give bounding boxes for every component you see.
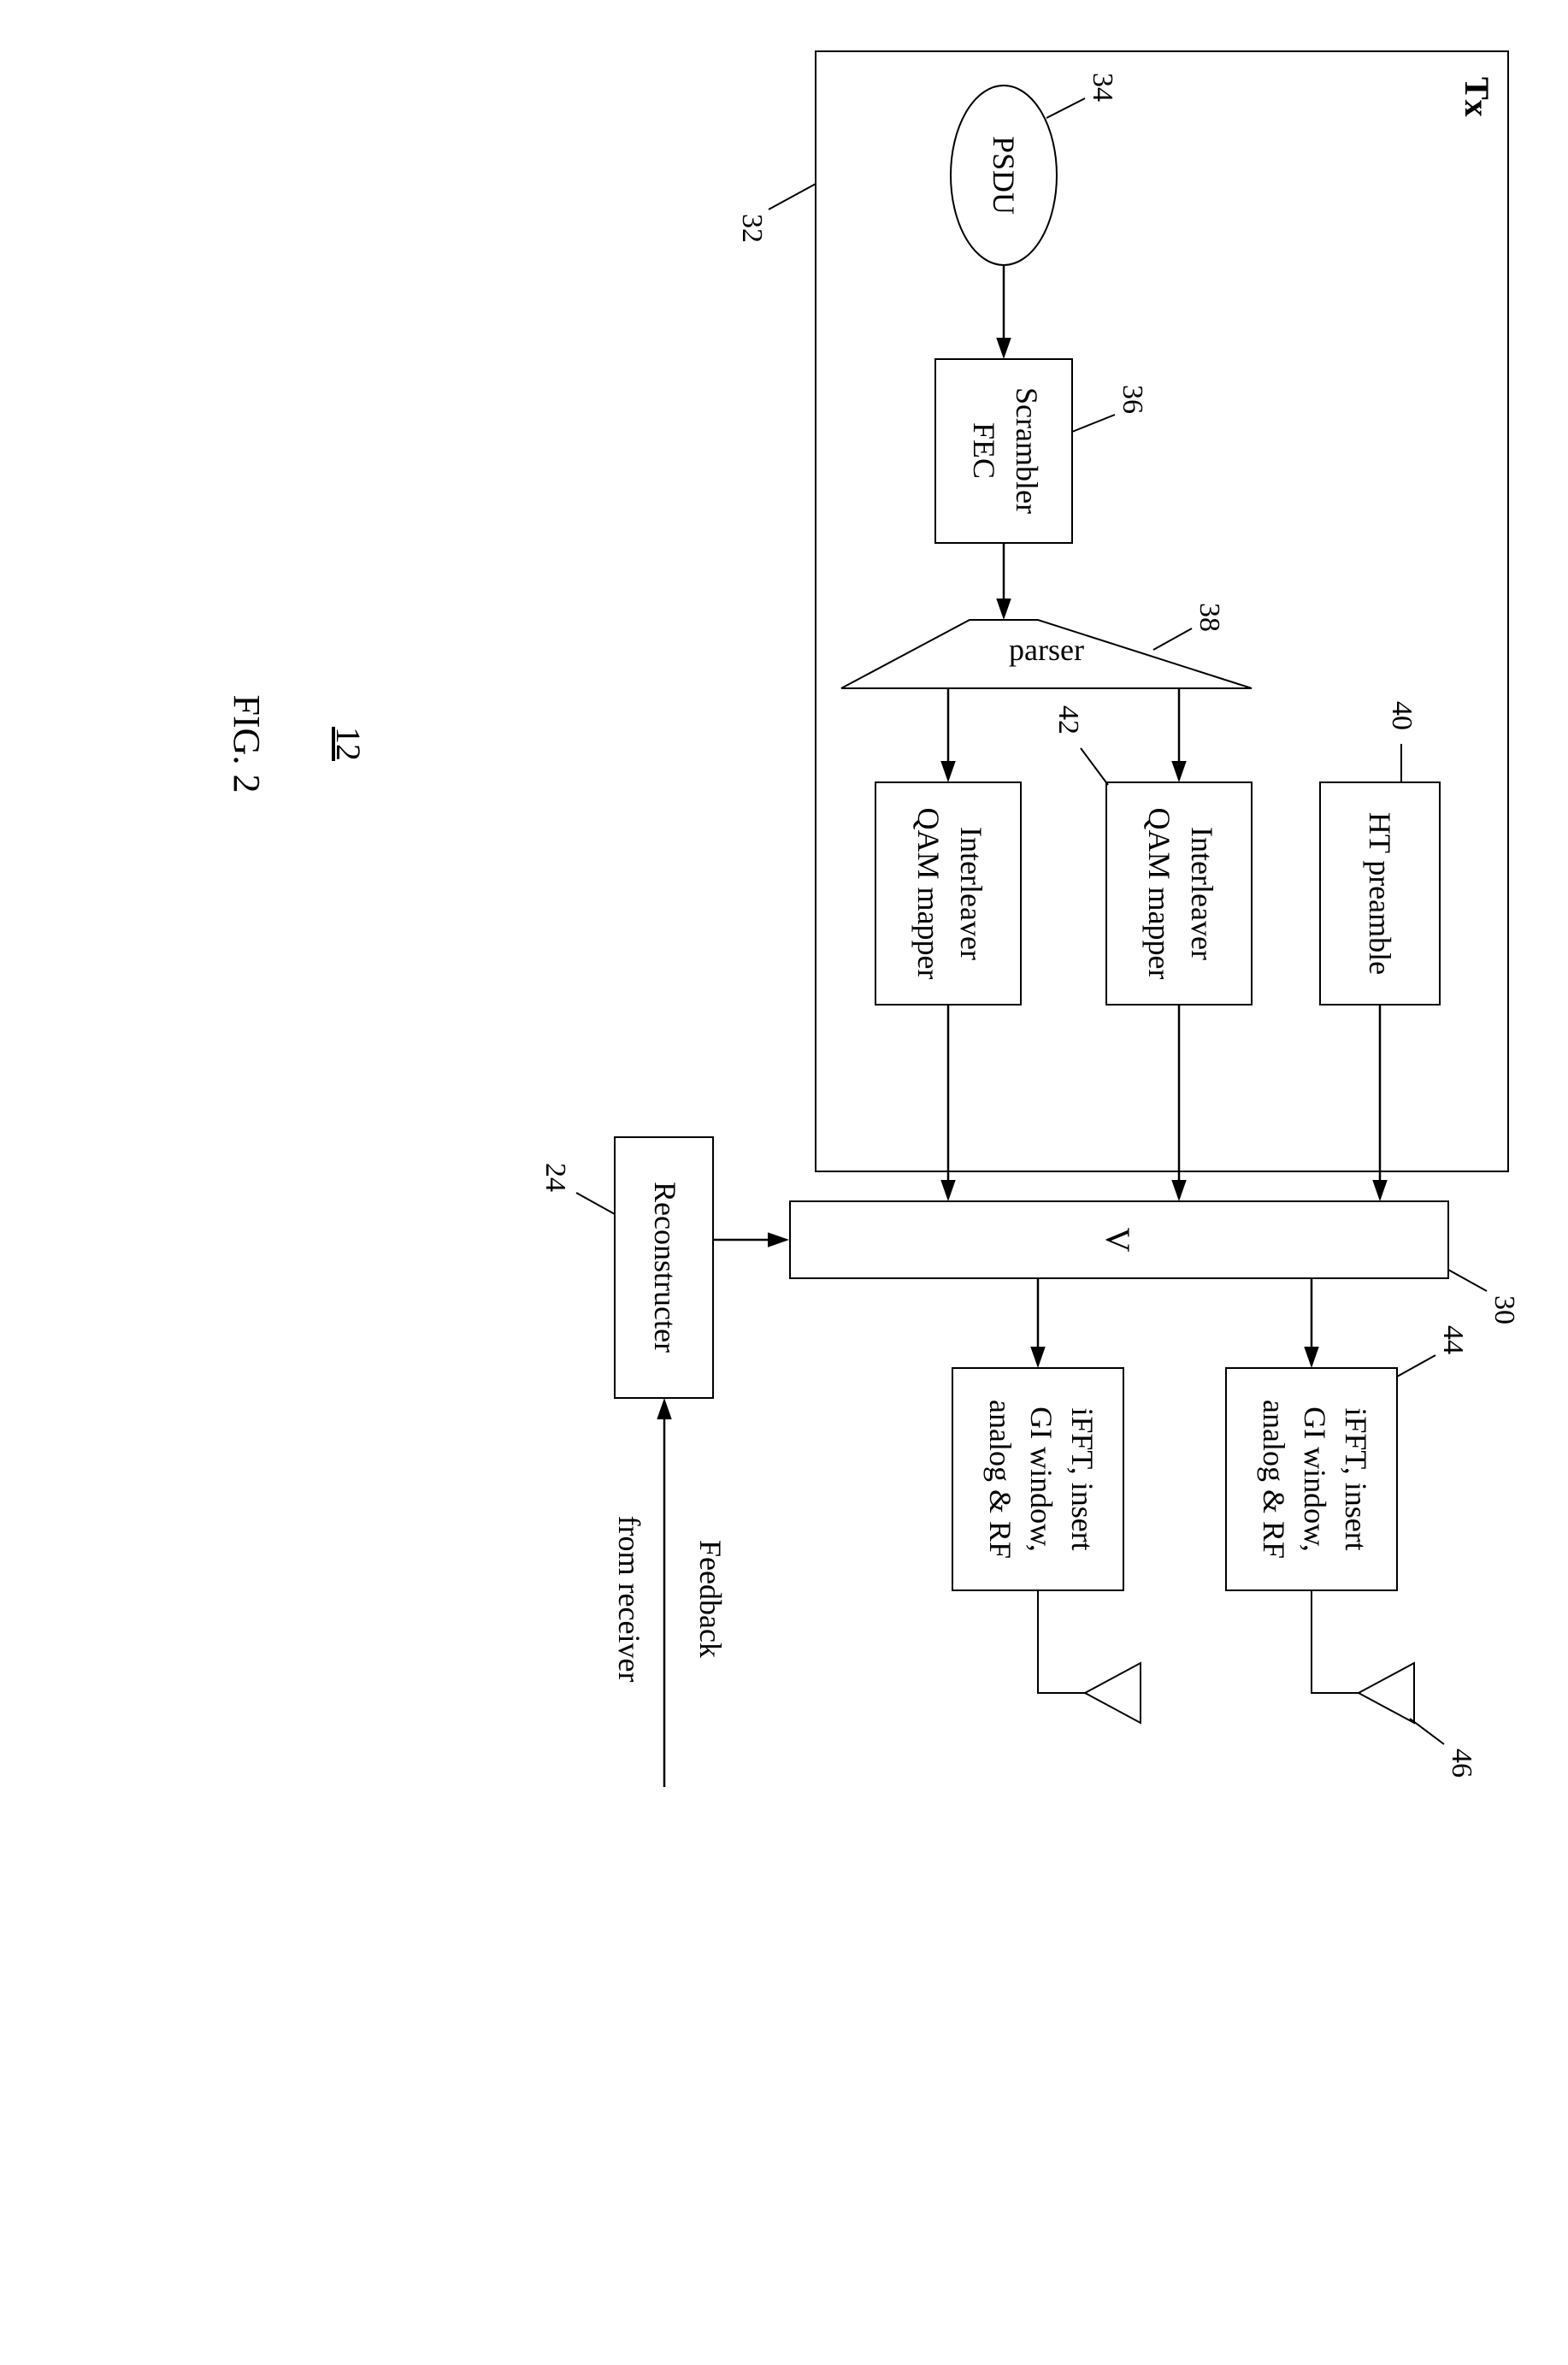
antenna2 [1085,1663,1141,1723]
ref-parser: 38 [1194,603,1225,632]
parser-label: parser [1009,633,1084,667]
figure-label: FIG. 2 [226,695,268,793]
ref-antenna: 46 [1446,1749,1477,1778]
interleaver2-block [875,782,1021,1005]
reconstructer-label: Reconstructer [648,1182,682,1353]
int1-l2: QAM mapper [1142,808,1176,980]
int2-l1: Interleaver [954,827,988,960]
feedback-l1: Feedback [693,1540,728,1658]
scrambler-l1: Scrambler [1010,387,1044,514]
ref-reconstructer: 24 [539,1163,571,1192]
ref-psdu: 34 [1087,73,1118,102]
ref-interleaver: 42 [1052,705,1084,734]
feedback-l2: from receiver [612,1516,646,1683]
ref-ifft: 44 [1437,1325,1469,1354]
ifft1-l2: GI window, [1298,1407,1332,1552]
ifft1-l3: analog & RF [1257,1400,1291,1559]
ref-ht: 40 [1386,701,1418,730]
ifft2-l1: iFFT, insert [1065,1407,1099,1550]
v-label: V [1099,1228,1137,1253]
ref-scrambler: 36 [1117,385,1148,414]
ifft1-l1: iFFT, insert [1339,1407,1373,1550]
ref-tx-box: 32 [736,214,768,243]
antenna1 [1359,1663,1414,1723]
int1-l1: Interleaver [1185,827,1219,960]
ref-v: 30 [1488,1295,1520,1324]
scrambler-block [935,359,1072,543]
ifft2-l2: GI window, [1024,1407,1058,1552]
figure-id: 12 [329,727,368,761]
interleaver1-block [1106,782,1252,1005]
psdu-label: PSDU [987,136,1021,215]
scrambler-l2: FEC [967,422,1001,479]
ifft2-l3: analog & RF [983,1400,1017,1559]
int2-l2: QAM mapper [911,808,946,980]
tx-label: Tx [1458,77,1496,117]
ht-preamble-label: HT preamble [1363,812,1397,975]
